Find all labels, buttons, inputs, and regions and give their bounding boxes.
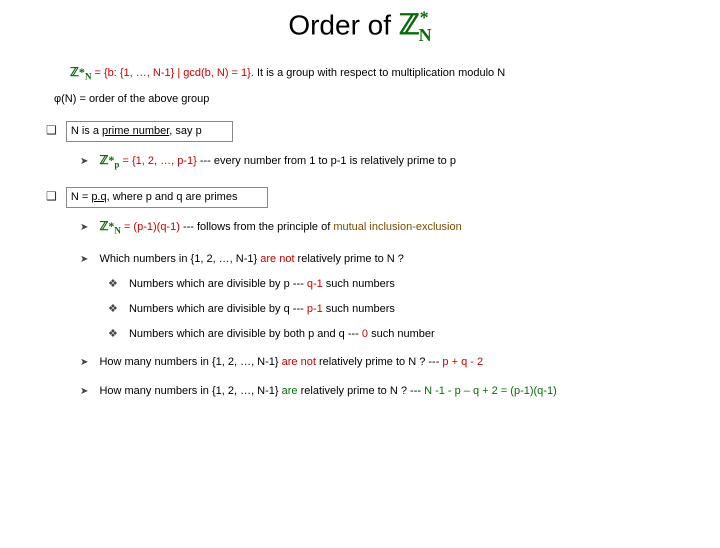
title-prefix: Order of	[288, 9, 398, 40]
hmn-a: How many numbers in {1, 2, …, N-1}	[99, 356, 281, 368]
zp-tail: --- every number from 1 to p-1 is relati…	[200, 155, 456, 167]
case-prime-box: N is a prime number, say p	[66, 121, 233, 142]
divpq-a: Numbers which are divisible by both p an…	[129, 328, 362, 340]
hmn-c: relatively prime to N ? ---	[316, 356, 443, 368]
title-symbol: ℤ*N	[399, 10, 432, 41]
zn-formula-value: = (p-1)(q-1)	[121, 221, 183, 233]
definition-group: It is a group with respect to multiplica…	[257, 67, 505, 79]
hmn-b: are not	[282, 356, 316, 368]
hmy-a: How many numbers in {1, 2, …, N-1}	[99, 385, 281, 397]
zp-set: = {1, 2, …, p-1}	[119, 155, 199, 167]
definition-line: ℤ*N = {b: {1, …, N-1} | gcd(b, N) = 1}. …	[70, 64, 680, 83]
zp-sym-text: ℤ*	[99, 153, 114, 167]
definition-set: = {b: {1, …, N-1} | gcd(b, N) = 1}.	[91, 67, 257, 79]
how-many-not: How many numbers in {1, 2, …, N-1} are n…	[98, 355, 680, 370]
which-b: are not	[260, 253, 294, 265]
phi-definition: φ(N) = order of the above group	[54, 92, 680, 107]
case-pq-box: N = p.q, where p and q are primes	[66, 187, 269, 208]
zp-symbol: ℤ*p	[99, 153, 119, 167]
divisible-by-p: Numbers which are divisible by p --- q-1…	[126, 277, 680, 292]
slide-content: ℤ*N = {b: {1, …, N-1} | gcd(b, N) = 1}. …	[0, 64, 720, 399]
divp-c: such numbers	[323, 278, 395, 290]
divisible-by-q: Numbers which are divisible by q --- p-1…	[126, 302, 680, 317]
principle-em: mutual inclusion-exclusion	[333, 221, 461, 233]
zn-formula-symbol: ℤ*N	[99, 219, 120, 233]
case-pq-header: N = p.q, where p and q are primes	[70, 187, 680, 208]
zn-symbol: ℤ*N	[70, 65, 91, 79]
case1-suffix: , say p	[169, 125, 201, 137]
zp-definition: ℤ*p = {1, 2, …, p-1} --- every number fr…	[98, 152, 680, 171]
which-c: relatively prime to N ?	[295, 253, 404, 265]
which-numbers-question: Which numbers in {1, 2, …, N-1} are not …	[98, 252, 680, 267]
divp-a: Numbers which are divisible by p ---	[129, 278, 307, 290]
divq-b: p-1	[307, 303, 323, 315]
case2-prefix: N =	[71, 191, 91, 203]
case1-em: prime number	[102, 125, 169, 137]
how-many-yes: How many numbers in {1, 2, …, N-1} are r…	[98, 384, 680, 399]
page-title: Order of ℤ*N	[0, 8, 720, 46]
case2-em: p.q	[91, 191, 106, 203]
hmy-c: relatively prime to N ? ---	[298, 385, 425, 397]
title-z: ℤ	[399, 10, 420, 41]
zn2-sym-text: ℤ*	[99, 219, 114, 233]
title-sub: N	[419, 25, 432, 45]
hmy-b: are	[282, 385, 298, 397]
case-prime-header: N is a prime number, say p	[70, 121, 680, 142]
divq-c: such numbers	[323, 303, 395, 315]
case2-suffix: , where p and q are primes	[107, 191, 238, 203]
case1-prefix: N is a	[71, 125, 102, 137]
hmy-d: N -1 - p – q + 2 = (p-1)(q-1)	[424, 385, 557, 397]
which-a: Which numbers in {1, 2, …, N-1}	[99, 253, 260, 265]
zn-sym-text: ℤ*	[70, 65, 85, 79]
principle-lead: --- follows from the principle of	[183, 221, 333, 233]
divq-a: Numbers which are divisible by q ---	[129, 303, 307, 315]
zn-formula: ℤ*N = (p-1)(q-1) --- follows from the pr…	[98, 218, 680, 237]
divp-b: q-1	[307, 278, 323, 290]
hmn-d: p + q - 2	[442, 356, 483, 368]
divpq-c: such number	[368, 328, 435, 340]
divisible-by-pq: Numbers which are divisible by both p an…	[126, 327, 680, 342]
